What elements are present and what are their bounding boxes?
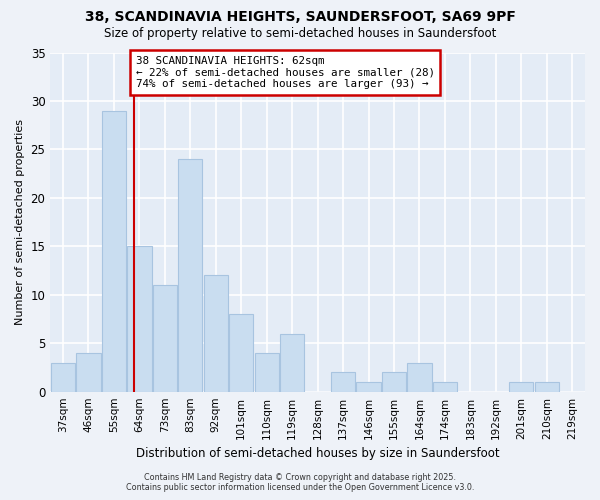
Bar xyxy=(153,285,177,392)
Bar xyxy=(102,110,126,392)
Bar xyxy=(382,372,406,392)
Bar xyxy=(433,382,457,392)
Bar xyxy=(407,362,431,392)
Bar xyxy=(229,314,253,392)
Text: 38, SCANDINAVIA HEIGHTS, SAUNDERSFOOT, SA69 9PF: 38, SCANDINAVIA HEIGHTS, SAUNDERSFOOT, S… xyxy=(85,10,515,24)
Bar xyxy=(356,382,380,392)
Bar xyxy=(509,382,533,392)
Bar xyxy=(535,382,559,392)
Bar xyxy=(254,353,279,392)
Text: Contains HM Land Registry data © Crown copyright and database right 2025.
Contai: Contains HM Land Registry data © Crown c… xyxy=(126,473,474,492)
Bar xyxy=(280,334,304,392)
Bar xyxy=(127,246,152,392)
Bar xyxy=(51,362,75,392)
Text: 38 SCANDINAVIA HEIGHTS: 62sqm
← 22% of semi-detached houses are smaller (28)
74%: 38 SCANDINAVIA HEIGHTS: 62sqm ← 22% of s… xyxy=(136,56,435,89)
Bar xyxy=(178,159,202,392)
Text: Size of property relative to semi-detached houses in Saundersfoot: Size of property relative to semi-detach… xyxy=(104,28,496,40)
X-axis label: Distribution of semi-detached houses by size in Saundersfoot: Distribution of semi-detached houses by … xyxy=(136,447,499,460)
Bar xyxy=(76,353,101,392)
Bar xyxy=(331,372,355,392)
Y-axis label: Number of semi-detached properties: Number of semi-detached properties xyxy=(15,119,25,325)
Bar xyxy=(204,276,228,392)
